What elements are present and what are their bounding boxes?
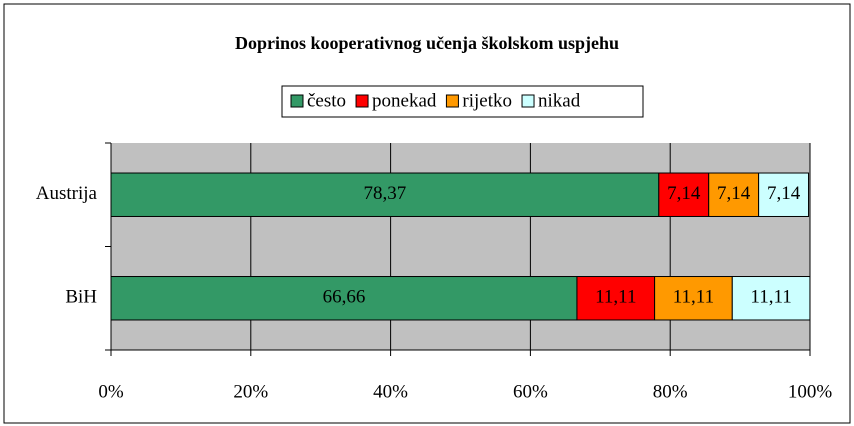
legend-swatch: [290, 94, 304, 108]
x-tick-label: 20%: [233, 381, 268, 402]
x-tick-label: 80%: [653, 381, 688, 402]
y-tick-label: BiH: [65, 287, 97, 308]
bar-segment: [758, 172, 810, 217]
value-label: 11,11: [595, 287, 636, 308]
legend-label: često: [307, 90, 346, 111]
bar-segment: [110, 172, 660, 217]
value-label: 7,14: [767, 183, 801, 204]
value-label: 11,11: [673, 287, 714, 308]
value-label: 7,14: [667, 183, 701, 204]
value-label: 66,66: [323, 287, 366, 308]
legend-label: nikad: [538, 90, 581, 111]
chart-title: Doprinos kooperativnog učenja školskom u…: [235, 33, 619, 53]
x-tick-label: 0%: [98, 381, 124, 402]
legend-label: ponekad: [372, 90, 437, 111]
value-label: 7,14: [717, 183, 751, 204]
bar-segment: [576, 276, 656, 321]
legend-swatch: [445, 94, 459, 108]
x-tick-label: 40%: [373, 381, 408, 402]
x-tick-label: 60%: [513, 381, 548, 402]
legend-swatch: [355, 94, 369, 108]
legend-swatch: [521, 94, 535, 108]
legend-box: [281, 85, 644, 118]
x-tick-label: 100%: [788, 381, 833, 402]
y-tick-label: Austrija: [36, 183, 98, 204]
bar-segment: [654, 276, 733, 321]
value-label: 78,37: [364, 183, 407, 204]
value-label: 11,11: [750, 287, 791, 308]
legend-label: rijetko: [462, 90, 512, 111]
bar-segment: [731, 276, 811, 321]
